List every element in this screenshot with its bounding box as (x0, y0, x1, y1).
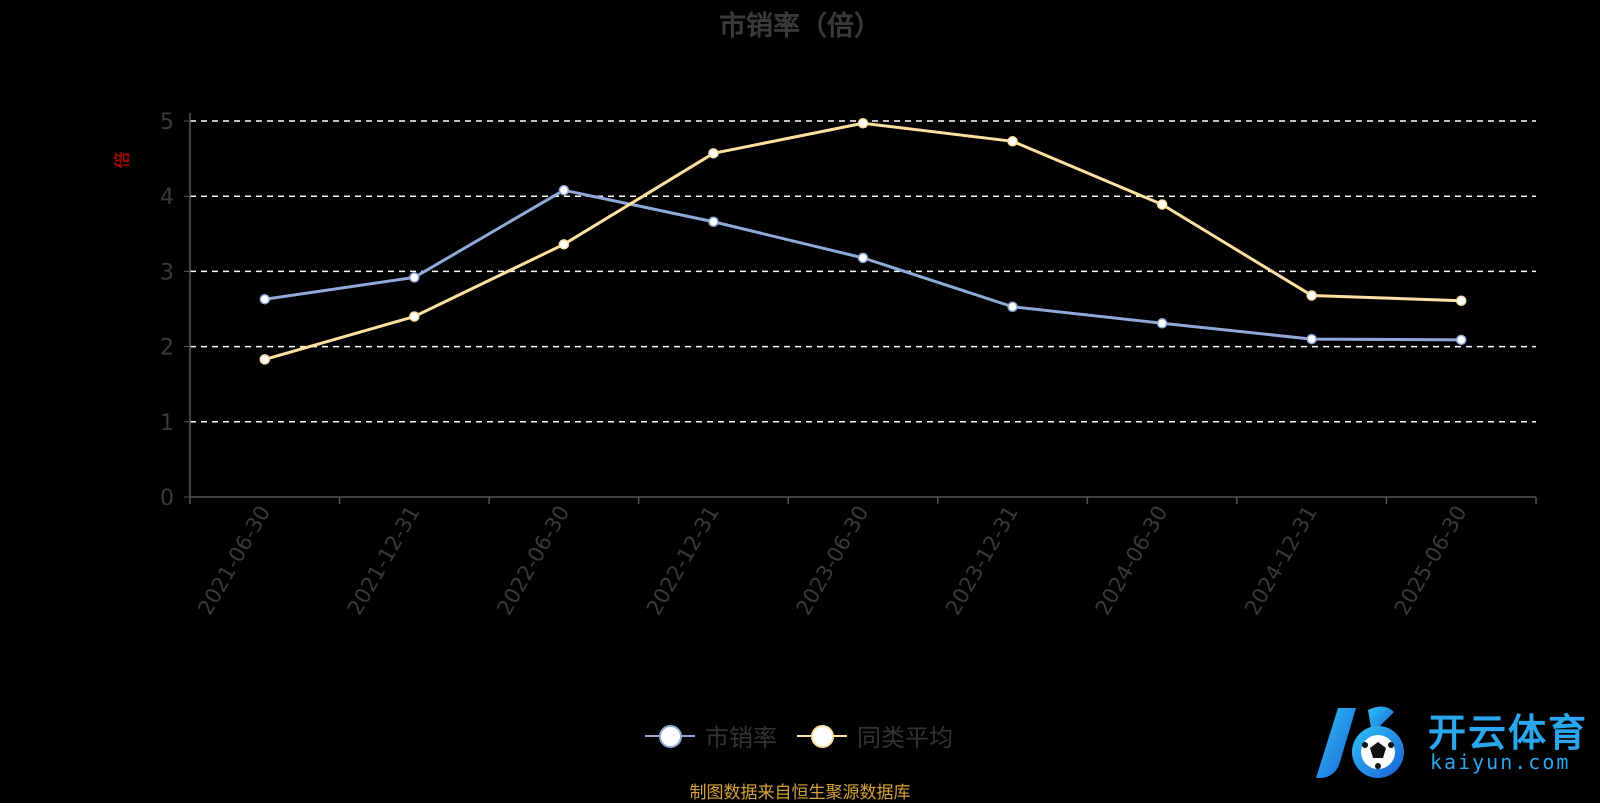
legend-label: 同类平均 (857, 724, 953, 752)
data-source-note: 制图数据来自恒生聚源数据库 (689, 783, 911, 803)
series-line-0 (264, 188, 1462, 342)
data-point-1 (1007, 136, 1018, 147)
x-tick-label: 2022-12-31 (642, 502, 724, 620)
logo-name: 开云体育 (1428, 711, 1589, 755)
data-point-0 (409, 272, 420, 283)
y-tick-label: 0 (160, 486, 174, 511)
legend-swatch (645, 724, 695, 748)
series-line-1 (264, 121, 1462, 361)
data-point-1 (1306, 290, 1317, 301)
legend-swatch (797, 724, 847, 748)
x-tick-label: 2023-12-31 (941, 502, 1023, 620)
data-point-1 (1156, 199, 1168, 210)
x-tick-label: 2022-06-30 (492, 502, 574, 620)
x-tick-label: 2025-06-30 (1390, 502, 1472, 620)
data-point-0 (1306, 333, 1317, 345)
data-point-1 (857, 118, 869, 129)
kaiyun-logo: 开云体育 kaiyun.com (1310, 700, 1590, 790)
data-point-0 (259, 293, 271, 305)
y-tick-label: 3 (160, 260, 174, 285)
legend-label: 市销率 (705, 724, 777, 752)
data-point-0 (857, 252, 869, 264)
legend-swatch-dot (659, 724, 682, 748)
data-point-1 (558, 239, 570, 250)
data-point-1 (259, 354, 271, 365)
chart-title: 市销率（倍） (719, 11, 881, 42)
legend-item-0[interactable]: 市销率 (645, 718, 777, 753)
x-tick-label: 2023-06-30 (792, 502, 874, 620)
data-point-0 (1455, 334, 1467, 346)
y-tick-label: 4 (160, 185, 174, 210)
y-tick-label: 1 (160, 411, 174, 436)
logo-domain: kaiyun.com (1430, 750, 1571, 774)
y-tick-label: 5 (160, 110, 174, 135)
y-axis-label: 倍 (113, 152, 133, 169)
x-tick-label: 2021-12-31 (343, 502, 425, 620)
x-tick-label: 2021-06-30 (193, 502, 275, 620)
y-tick-label: 2 (160, 336, 174, 361)
data-point-1 (409, 311, 420, 322)
data-point-0 (558, 184, 570, 196)
legend-swatch-dot (811, 724, 834, 748)
data-point-1 (708, 148, 719, 159)
data-point-1 (1455, 295, 1467, 306)
legend-item-1[interactable]: 同类平均 (797, 718, 953, 753)
data-point-0 (1156, 318, 1168, 329)
x-tick-label: 2024-06-30 (1091, 502, 1173, 620)
data-point-0 (708, 216, 719, 228)
kaiyun-logo-icon (1316, 706, 1404, 778)
data-point-0 (1007, 301, 1018, 312)
chart-legend: 市销率 同类平均 (645, 718, 953, 753)
x-tick-label: 2024-12-31 (1240, 502, 1322, 620)
